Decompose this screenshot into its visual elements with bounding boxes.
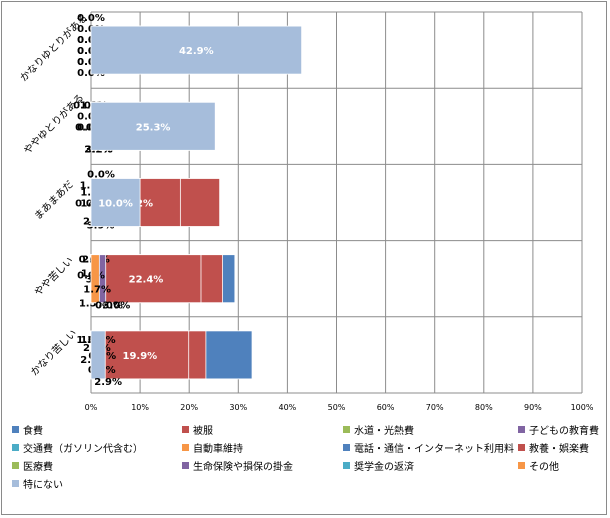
legend-item: 食費 [12,423,43,437]
x-tick-label: 30% [229,403,247,412]
legend-item: 自動車維持 [182,441,243,455]
legend-swatch [518,444,525,451]
legend-label: その他 [529,462,559,473]
legend-item: 被服 [182,423,213,437]
legend-item: 医療費 [12,459,53,473]
data-label: 25.3% [136,122,171,133]
category-label: やや苦しい [31,254,76,299]
data-label: 1.5% [79,299,107,310]
bar-segment [90,330,106,380]
bar-segment [90,25,303,75]
data-label: 1.3% [76,335,104,346]
category-label: かなり苦しい [28,327,80,379]
data-label: 22.4% [129,275,164,286]
legend-item: 奨学金の返済 [343,459,414,473]
bar-segment [90,254,202,304]
data-label: 2.9% [94,377,122,388]
legend-swatch [182,444,189,451]
legend-label: 医療費 [23,462,53,473]
legend-label: 水道・光熱費 [354,426,414,437]
legend-label: 食費 [23,426,43,437]
x-tick-label: 10% [131,403,149,412]
legend-label: 電話・通信・インターネット利用料 [354,444,514,455]
bar-segment [90,178,141,227]
x-tick-label: 0% [85,403,98,412]
legend-swatch [343,462,350,469]
x-tick-label: 50% [328,403,346,412]
legend-swatch [343,426,350,433]
bar-segment [90,254,100,304]
legend-label: 被服 [193,426,213,437]
legend-label: 教養・娯楽費 [529,444,589,455]
legend-swatch [12,462,19,469]
legend-item: 電話・通信・インターネット利用料 [343,441,514,455]
x-tick-label: 100% [571,403,594,412]
data-label: 19.9% [123,351,158,362]
data-label: 0.0% [77,13,105,24]
category-label: まあまあだ [32,178,76,222]
data-label: 0.0% [87,170,115,181]
legend-swatch [182,462,189,469]
legend-swatch [518,462,525,469]
legend-label: 交通費（ガソリン代含む） [23,444,143,455]
legend-item: 教養・娯楽費 [518,441,589,455]
data-label: 0.0% [73,100,101,111]
data-label: 0.0% [75,122,103,133]
legend-label: 特にない [23,480,63,491]
legend-label: 子どもの教育費 [529,426,599,437]
legend-swatch [12,426,19,433]
data-label: 0.0% [95,301,123,312]
legend-swatch [518,426,525,433]
legend-label: 奨学金の返済 [354,462,414,473]
x-tick-label: 60% [377,403,395,412]
bar-segment [90,330,190,380]
bar-segment [90,101,216,151]
x-tick-label: 20% [180,403,198,412]
x-tick-label: 40% [279,403,297,412]
x-tick-label: 70% [426,403,444,412]
legend-label: 生命保険や損保の掛金 [193,462,293,473]
legend-item: 水道・光熱費 [343,423,414,437]
x-tick-label: 90% [524,403,542,412]
data-label: 1.7% [83,285,111,296]
data-label: 0.0% [75,199,103,210]
legend-swatch [343,444,350,451]
legend-item: その他 [518,459,559,473]
legend-swatch [12,480,19,487]
data-label: 10.0% [98,199,133,210]
legend-item: 生命保険や損保の掛金 [182,459,293,473]
legend-item: 交通費（ガソリン代含む） [12,441,143,455]
legend-swatch [182,426,189,433]
legend-item: 特にない [12,477,63,491]
data-label: 42.9% [179,46,214,57]
legend-label: 自動車維持 [193,444,243,455]
legend-swatch [12,444,19,451]
legend-item: 子どもの教育費 [518,423,599,437]
data-label: 3.0% [102,301,130,312]
x-tick-label: 80% [475,403,493,412]
